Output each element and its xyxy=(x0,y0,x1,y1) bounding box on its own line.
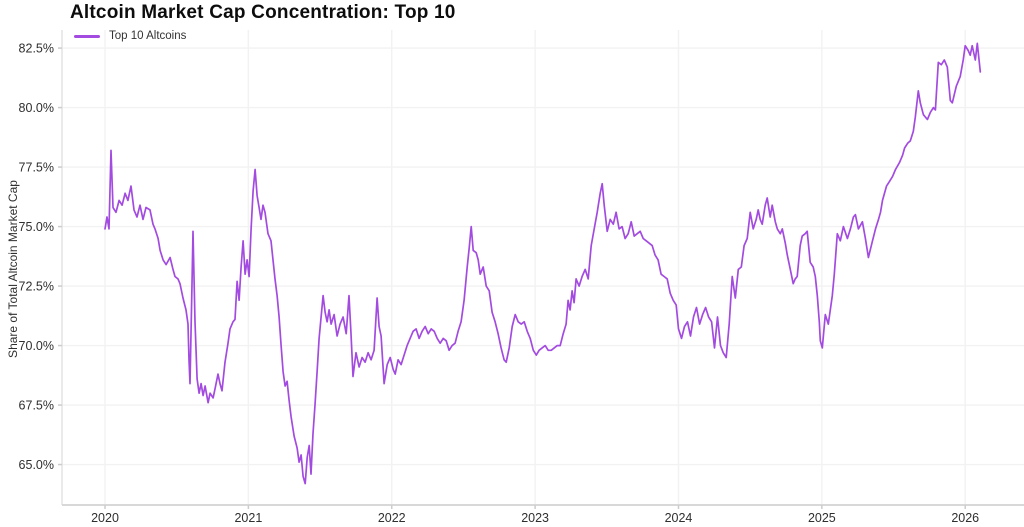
y-tick-label: 67.5% xyxy=(19,399,54,413)
legend-line-swatch xyxy=(74,34,100,38)
x-tick-label: 2020 xyxy=(91,511,119,525)
y-tick-label: 65.0% xyxy=(19,458,54,472)
x-tick-label: 2022 xyxy=(378,511,406,525)
x-tick-label: 2023 xyxy=(521,511,549,525)
y-tick-label: 70.0% xyxy=(19,339,54,353)
y-tick-label: 75.0% xyxy=(19,220,54,234)
series-line xyxy=(104,42,982,485)
chart-title: Altcoin Market Cap Concentration: Top 10 xyxy=(70,2,456,23)
legend: Top 10 Altcoins xyxy=(74,30,186,42)
x-tick-label: 2024 xyxy=(665,511,693,525)
x-tick-label: 2026 xyxy=(951,511,979,525)
x-tick-label: 2021 xyxy=(234,511,262,525)
y-tick-label: 77.5% xyxy=(19,161,54,175)
y-tick-label: 72.5% xyxy=(19,280,54,294)
x-tick-label: 2025 xyxy=(808,511,836,525)
y-tick-label: 82.5% xyxy=(19,42,54,56)
legend-label: Top 10 Altcoins xyxy=(109,30,187,42)
y-tick-label: 80.0% xyxy=(19,101,54,115)
